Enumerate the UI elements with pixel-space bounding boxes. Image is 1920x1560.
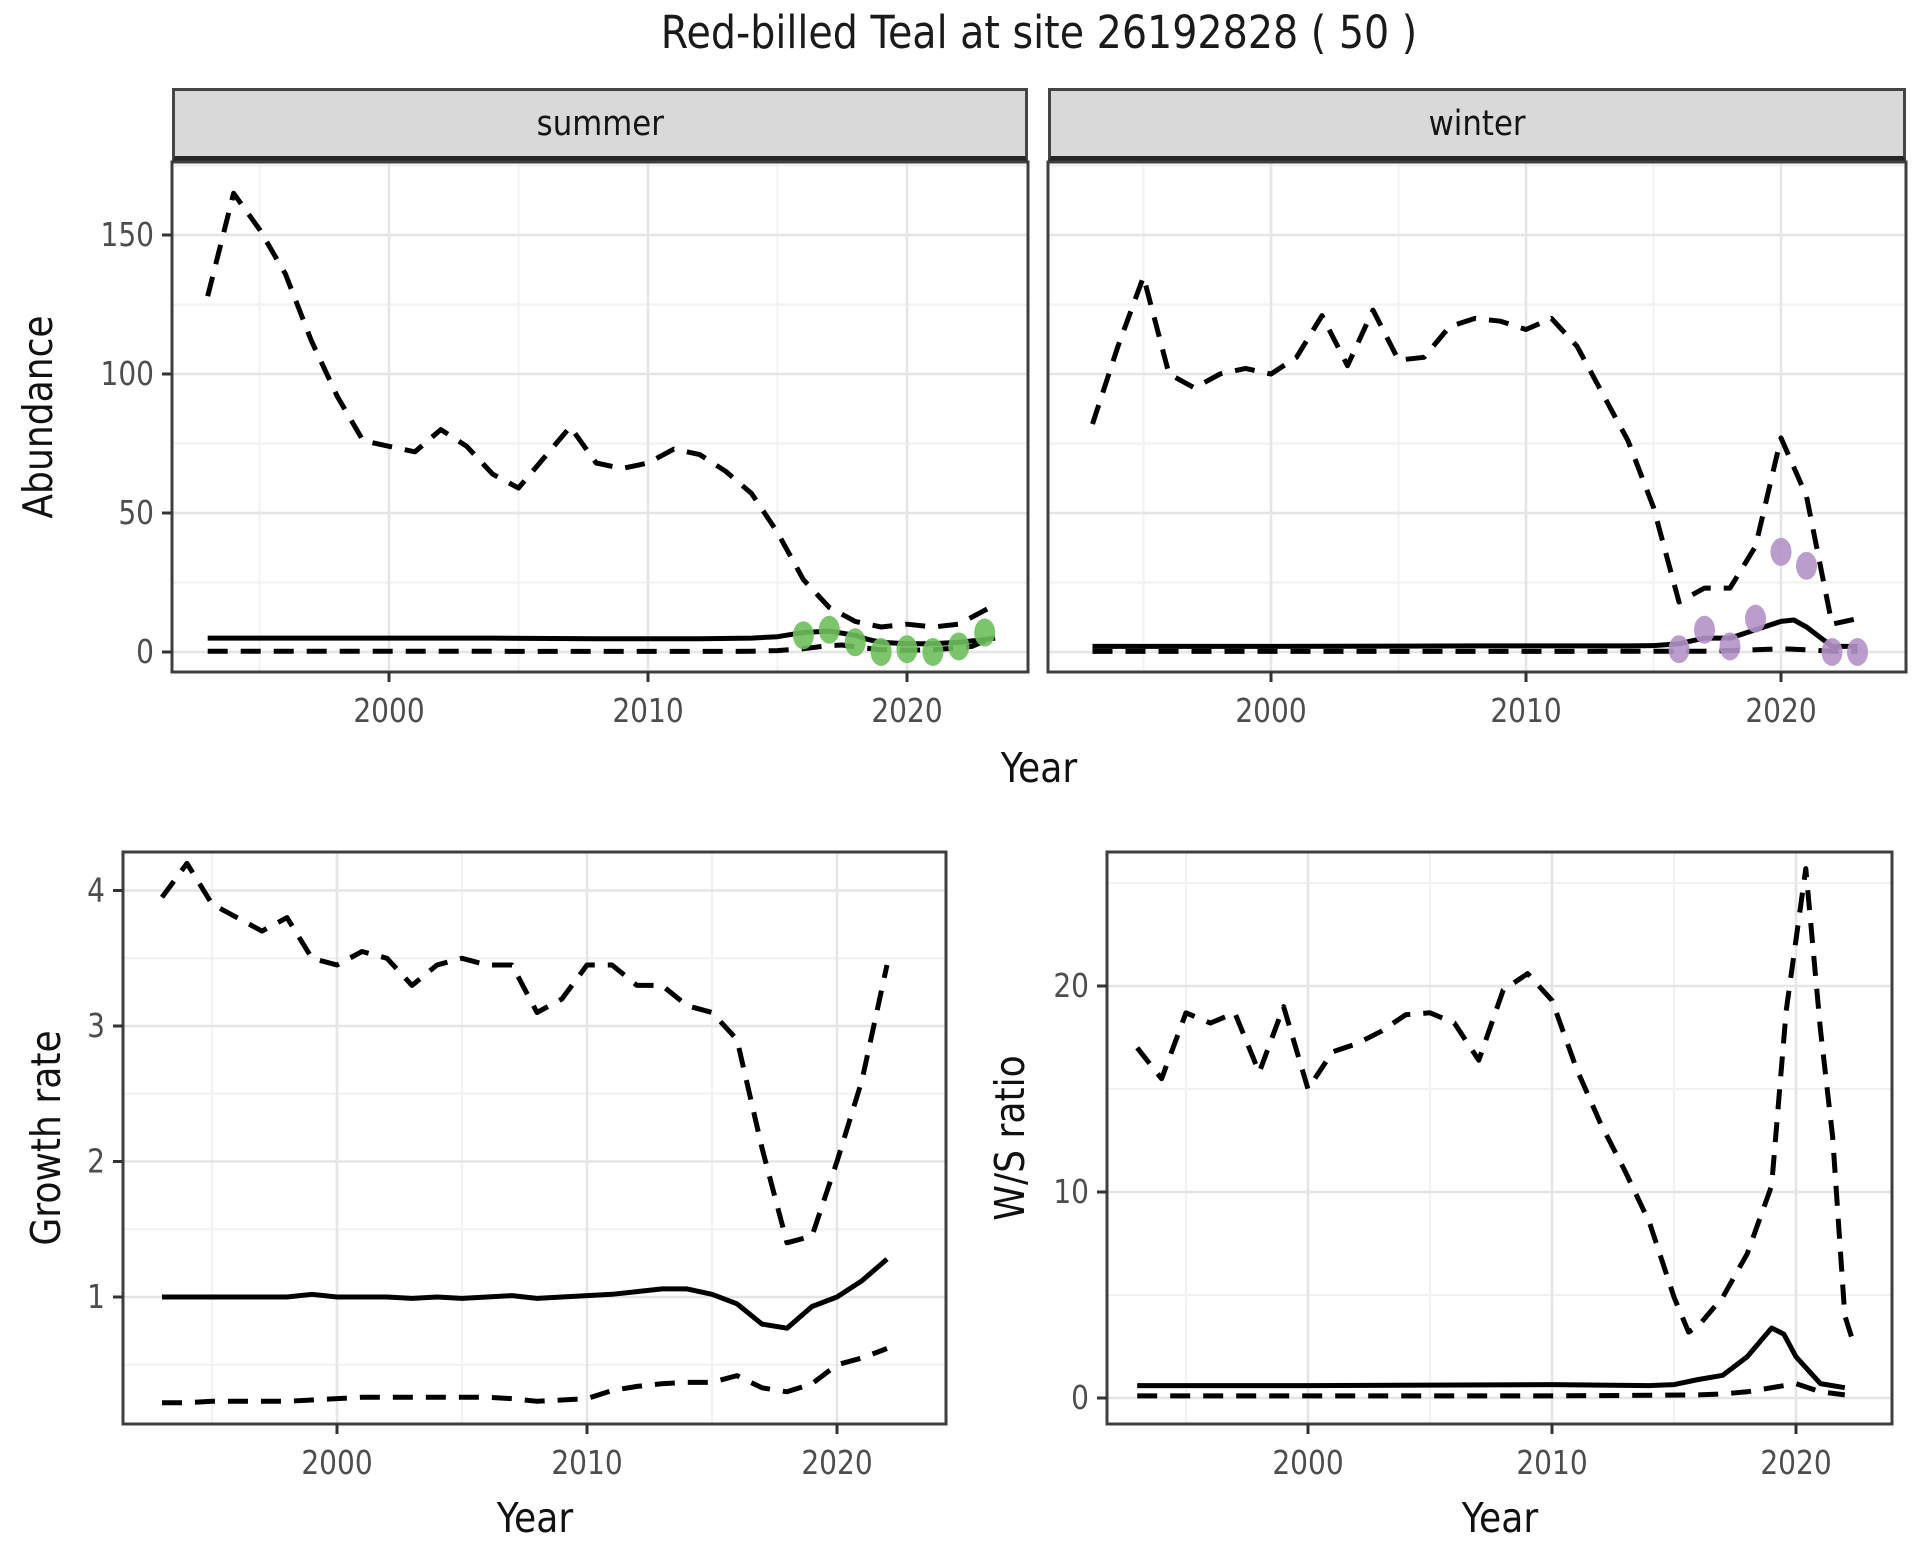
- svg-text:0: 0: [1071, 1380, 1089, 1418]
- abundance-summer-observed-counts-point: [922, 638, 944, 666]
- svg-text:3: 3: [87, 1008, 105, 1046]
- abundance-winter-upper-95ci-line: [1090, 274, 1859, 627]
- abundance-winter-observed-counts-point: [1719, 632, 1741, 661]
- growth-rate-upper-95ci-line: [159, 860, 890, 1246]
- svg-text:0: 0: [136, 634, 154, 672]
- abundance-winter-lower-95ci-line: [1092, 646, 1858, 654]
- abundance-summer-observed-counts-point: [792, 621, 814, 650]
- abundance-winter-observed-counts-point: [1694, 615, 1715, 644]
- svg-text:2000: 2000: [353, 693, 424, 731]
- svg-text:2: 2: [87, 1143, 105, 1181]
- svg-text:2020: 2020: [1760, 1445, 1831, 1483]
- abundance-winter-median-line: [1092, 617, 1858, 649]
- svg-text:2000: 2000: [301, 1445, 372, 1483]
- svg-text:4: 4: [87, 872, 105, 910]
- abundance-summer-observed-counts-point: [948, 632, 970, 661]
- abundance-summer-observed-counts-point: [870, 638, 892, 666]
- facet-strip-summer: summer: [172, 88, 1028, 162]
- svg-text:150: 150: [100, 217, 154, 255]
- svg-text:100: 100: [100, 356, 154, 394]
- abundance-summer-upper-95ci-line: [205, 190, 997, 630]
- growth-rate-lower-95ci-line: [162, 1346, 888, 1406]
- abundance-summer-observed-counts-point: [896, 635, 918, 664]
- figure-title: Red-billed Teal at site 26192828 ( 50 ): [660, 6, 1418, 59]
- x-axis-title-year-top: Year: [1000, 744, 1078, 792]
- svg-text:2020: 2020: [801, 1445, 872, 1483]
- abundance-winter-observed-counts-point: [1796, 551, 1817, 580]
- svg-text:50: 50: [118, 495, 154, 533]
- svg-text:2000: 2000: [1235, 693, 1306, 731]
- abundance-winter-observed-counts-point: [1770, 537, 1792, 566]
- growth-rate-median-line: [162, 1257, 889, 1331]
- svg-text:2010: 2010: [1490, 693, 1561, 731]
- y-axis-title-ws-ratio: W/S ratio: [986, 1055, 1034, 1221]
- abundance-winter-observed-counts-point: [1745, 604, 1766, 633]
- abundance-winter-observed-counts-point: [1821, 638, 1843, 666]
- y-axis-title-growth-rate: Growth rate: [22, 1030, 70, 1246]
- facet-strip-summer-label: summer: [536, 103, 664, 144]
- svg-text:2010: 2010: [551, 1445, 622, 1483]
- svg-text:1: 1: [87, 1279, 105, 1317]
- svg-text:20: 20: [1053, 968, 1089, 1006]
- svg-text:2010: 2010: [1516, 1445, 1587, 1483]
- abundance-summer-observed-counts-point: [844, 628, 866, 657]
- abundance-winter-observed-counts-point: [1847, 638, 1868, 666]
- svg-text:10: 10: [1053, 1174, 1089, 1212]
- ws-ratio-median-line: [1137, 1325, 1846, 1391]
- ws-ratio-upper-95ci-line: [1135, 866, 1857, 1348]
- facet-strip-winter-label: winter: [1428, 103, 1526, 144]
- abundance-winter-observed-counts-point: [1668, 635, 1690, 664]
- ws-ratio-lower-95ci-line: [1137, 1381, 1846, 1399]
- facet-strip-winter: winter: [1048, 88, 1906, 162]
- x-axis-title-year-ws: Year: [1461, 1494, 1539, 1542]
- abundance-summer-observed-counts-point: [974, 618, 996, 647]
- abundance-summer-observed-counts-point: [818, 615, 840, 644]
- abundance-summer-lower-95ci-line: [207, 633, 997, 654]
- svg-text:2020: 2020: [1745, 693, 1816, 731]
- x-axis-title-year-growth: Year: [496, 1494, 574, 1542]
- y-axis-title-abundance: Abundance: [14, 315, 62, 519]
- svg-text:2000: 2000: [1272, 1445, 1343, 1483]
- svg-text:2020: 2020: [871, 693, 942, 731]
- svg-text:2010: 2010: [612, 693, 683, 731]
